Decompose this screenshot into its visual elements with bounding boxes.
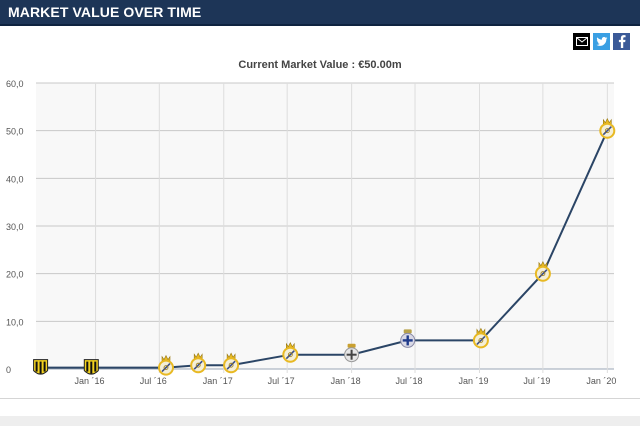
data-point-real-madrid-badge[interactable]: [472, 327, 489, 349]
y-tick-label: 40,0: [6, 174, 24, 184]
y-tick-label: 10,0: [6, 317, 24, 327]
facebook-share-button[interactable]: [613, 33, 630, 50]
x-tick-label: Jul ´17: [268, 376, 295, 386]
data-point-penarol-badge[interactable]: [83, 359, 99, 375]
chart-title: Current Market Value : €50.00m: [238, 59, 401, 71]
market-value-chart: Current Market Value : €50.00m 0 10,0 20,0 3…: [0, 52, 640, 398]
data-point-real-madrid-badge[interactable]: [282, 342, 299, 363]
data-point-deportivo-badge[interactable]: [400, 329, 416, 348]
x-tick-label: Jan ´19: [458, 376, 488, 386]
section-title: MARKET VALUE OVER TIME: [8, 4, 202, 20]
share-bar: [570, 33, 630, 50]
y-tick-label: 20,0: [6, 270, 24, 280]
x-tick-label: Jan ´17: [203, 376, 233, 386]
y-tick-label: 0: [6, 365, 11, 375]
envelope-icon: [575, 37, 588, 46]
x-tick-label: Jul ´19: [523, 376, 550, 386]
y-tick-label: 30,0: [6, 222, 24, 232]
data-point-real-madrid-loan-badge[interactable]: [344, 343, 360, 363]
x-tick-label: Jul ´18: [396, 376, 423, 386]
data-point-real-madrid-badge[interactable]: [223, 352, 240, 374]
twitter-share-button[interactable]: [593, 33, 610, 50]
y-tick-label: 60,0: [6, 79, 24, 89]
facebook-icon: [618, 35, 626, 48]
y-tick-label: 50,0: [6, 127, 24, 137]
data-point-real-madrid-badge[interactable]: [599, 118, 616, 139]
chart-svg: Current Market Value : €50.00m 0 10,0 20,0 3…: [6, 59, 616, 386]
data-point-real-madrid-badge[interactable]: [534, 261, 551, 282]
x-tick-label: Jul ´16: [140, 376, 167, 386]
x-tick-label: Jan ´20: [586, 376, 616, 386]
email-share-button[interactable]: [573, 33, 590, 50]
twitter-icon: [596, 36, 607, 46]
divider: [0, 398, 640, 399]
data-point-penarol-badge[interactable]: [33, 359, 49, 375]
footer-strip: [0, 416, 640, 426]
x-tick-label: Jan ´16: [75, 376, 105, 386]
x-tick-label: Jan ´18: [331, 376, 361, 386]
section-header: MARKET VALUE OVER TIME: [0, 0, 640, 26]
data-point-real-madrid-badge[interactable]: [190, 352, 207, 374]
data-point-real-madrid-badge[interactable]: [158, 354, 174, 376]
